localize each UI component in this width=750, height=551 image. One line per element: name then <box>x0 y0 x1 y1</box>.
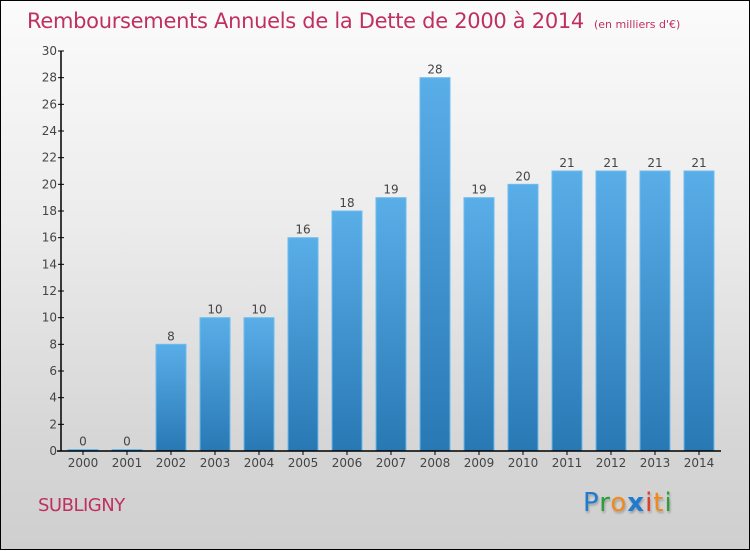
bar-2002 <box>155 343 187 452</box>
logo-letter: r <box>599 488 611 518</box>
chart-title-text: Remboursements Annuels de la Dette de 20… <box>27 9 584 33</box>
x-tick-label: 2011 <box>552 456 583 470</box>
bar-2006 <box>331 210 363 452</box>
bar-2010 <box>507 183 539 452</box>
logo-letter: x <box>627 488 646 518</box>
x-tick-label: 2002 <box>156 456 187 470</box>
x-tick-label: 2013 <box>640 456 671 470</box>
logo-letter: P <box>583 488 600 518</box>
bar-value-label: 21 <box>691 156 706 170</box>
bar-value-label: 19 <box>383 183 398 197</box>
bar-value-label: 8 <box>167 329 175 343</box>
x-tick-label: 2009 <box>464 456 495 470</box>
x-tick-label: 2000 <box>68 456 99 470</box>
bar-2003 <box>199 317 231 452</box>
y-tick-label: 2 <box>49 417 57 431</box>
y-tick-label: 16 <box>42 231 57 245</box>
y-tick-label: 22 <box>42 151 57 165</box>
chart-unit: (en milliers d'€) <box>594 18 681 31</box>
y-tick-label: 18 <box>42 204 57 218</box>
y-tick-label: 24 <box>42 124 57 138</box>
bar-value-label: 18 <box>339 196 354 210</box>
bar-2009 <box>463 197 495 452</box>
chart-title: Remboursements Annuels de la Dette de 20… <box>27 9 680 33</box>
logo-letter: t <box>653 488 665 518</box>
bar-value-label: 20 <box>515 169 530 183</box>
bar-value-label: 28 <box>427 63 442 77</box>
x-tick-label: 2006 <box>332 456 363 470</box>
y-tick-label: 12 <box>42 284 57 298</box>
bar-2013 <box>639 170 671 452</box>
bar-value-label: 0 <box>123 435 131 449</box>
y-tick-label: 14 <box>42 257 57 271</box>
x-tick-label: 2007 <box>376 456 407 470</box>
bar-2011 <box>551 170 583 452</box>
bar-value-label: 21 <box>559 156 574 170</box>
x-tick-label: 2004 <box>244 456 275 470</box>
y-tick-label: 0 <box>49 444 57 458</box>
bar-value-label: 10 <box>251 303 266 317</box>
bar-value-label: 21 <box>647 156 662 170</box>
logo-letter: i <box>664 488 673 518</box>
bar-2012 <box>595 170 627 452</box>
x-tick-label: 2014 <box>684 456 715 470</box>
x-tick-label: 2008 <box>420 456 451 470</box>
bar-2014 <box>683 170 715 452</box>
x-tick-label: 2001 <box>112 456 143 470</box>
logo-letter: i <box>645 488 654 518</box>
bar-2005 <box>287 237 319 452</box>
x-tick-label: 2010 <box>508 456 539 470</box>
axes-group: 2000 2001 2002 2003 2004 2005 2006 2007 2008 2009… <box>42 44 721 470</box>
x-tick-label: 2003 <box>200 456 231 470</box>
bar-2008 <box>419 77 451 452</box>
y-tick-label: 26 <box>42 97 57 111</box>
bar-value-label: 16 <box>295 223 310 237</box>
y-tick-label: 10 <box>42 311 57 325</box>
y-tick-label: 4 <box>49 391 57 405</box>
bar-2004 <box>243 317 275 452</box>
y-tick-label: 28 <box>42 71 57 85</box>
bar-value-label: 21 <box>603 156 618 170</box>
y-tick-label: 8 <box>49 337 57 351</box>
bar-value-label: 19 <box>471 183 486 197</box>
y-tick-label: 20 <box>42 177 57 191</box>
bar-value-label: 0 <box>79 435 87 449</box>
y-tick-label: 30 <box>42 44 57 58</box>
y-tick-label: 6 <box>49 364 57 378</box>
logo-letter: o <box>610 488 628 518</box>
bar-value-label: 10 <box>207 303 222 317</box>
bar-2007 <box>375 197 407 452</box>
x-tick-label: 2012 <box>596 456 627 470</box>
commune-name: SUBLIGNY <box>38 495 125 516</box>
proxiti-logo[interactable]: Proxiti <box>583 488 673 518</box>
bars-group: 0 0 8 10 10 16 18 19 28 19 20 21 21 21 21 <box>67 63 715 452</box>
x-tick-label: 2005 <box>288 456 319 470</box>
